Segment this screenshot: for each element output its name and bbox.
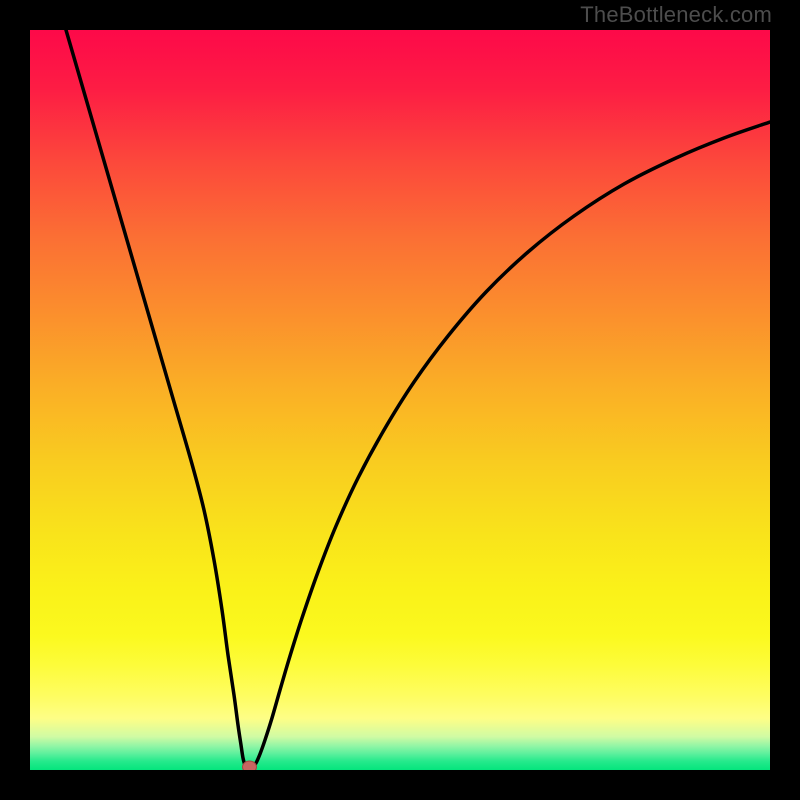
plot-curve-layer xyxy=(30,30,770,770)
plot-area xyxy=(30,30,770,770)
watermark-text: TheBottleneck.com xyxy=(580,2,772,28)
bottleneck-curve xyxy=(66,30,770,769)
optimum-marker xyxy=(243,761,257,770)
